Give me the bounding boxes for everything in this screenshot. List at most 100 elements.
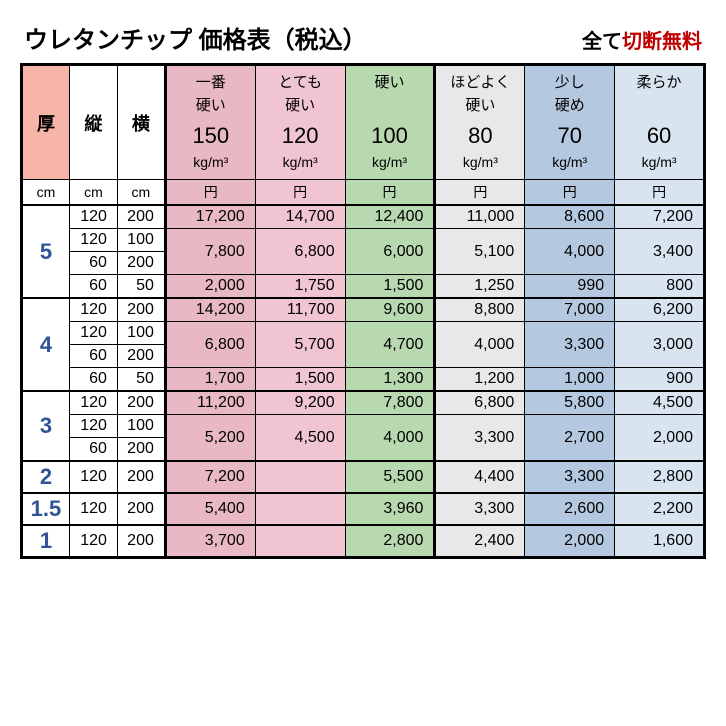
price-cell: 9,600: [345, 298, 435, 322]
price-cell: [255, 461, 345, 493]
price-cell: 5,500: [345, 461, 435, 493]
price-cell: 11,700: [255, 298, 345, 322]
price-cell: 3,300: [435, 415, 525, 462]
note-highlight: 切断無料: [622, 31, 702, 53]
price-cell: 7,800: [165, 229, 255, 275]
header: ウレタンチップ 価格表（税込） 全て切断無料: [20, 20, 706, 55]
hdr-product: 硬い 100kg/m³: [345, 65, 435, 180]
price-cell: 1,750: [255, 275, 345, 299]
width-cell: 50: [117, 275, 165, 299]
price-cell: 2,700: [525, 415, 615, 462]
thickness-cell: 1: [22, 525, 70, 558]
length-cell: 120: [69, 415, 117, 438]
hdr-length: 縦: [69, 65, 117, 180]
hdr-product: 一番硬い150kg/m³: [165, 65, 255, 180]
price-table: 厚縦横一番硬い150kg/m³とても硬い120kg/m³硬い 100kg/m³ほ…: [20, 63, 706, 559]
price-cell: 5,800: [525, 391, 615, 415]
width-cell: 200: [117, 298, 165, 322]
price-cell: 4,000: [525, 229, 615, 275]
price-cell: 2,400: [435, 525, 525, 558]
price-cell: 1,300: [345, 368, 435, 392]
unit-yen: 円: [165, 180, 255, 206]
unit-yen: 円: [345, 180, 435, 206]
width-cell: 100: [117, 415, 165, 438]
price-cell: 1,250: [435, 275, 525, 299]
price-cell: 5,200: [165, 415, 255, 462]
price-cell: 990: [525, 275, 615, 299]
price-cell: 2,000: [165, 275, 255, 299]
hdr-product: 柔らか 60kg/m³: [615, 65, 705, 180]
price-cell: 1,500: [345, 275, 435, 299]
price-cell: [255, 525, 345, 558]
length-cell: 60: [69, 252, 117, 275]
price-cell: 2,000: [615, 415, 705, 462]
width-cell: 100: [117, 229, 165, 252]
thickness-cell: 5: [22, 205, 70, 298]
thickness-cell: 1.5: [22, 493, 70, 525]
price-cell: 2,600: [525, 493, 615, 525]
width-cell: 100: [117, 322, 165, 345]
note-prefix: 全て: [582, 31, 622, 53]
price-cell: 1,700: [165, 368, 255, 392]
price-cell: 4,500: [615, 391, 705, 415]
unit-yen: 円: [255, 180, 345, 206]
width-cell: 200: [117, 461, 165, 493]
unit-cm: cm: [69, 180, 117, 206]
width-cell: 200: [117, 252, 165, 275]
price-cell: 3,700: [165, 525, 255, 558]
thickness-cell: 2: [22, 461, 70, 493]
price-cell: 14,200: [165, 298, 255, 322]
price-cell: 8,600: [525, 205, 615, 229]
hdr-thick: 厚: [22, 65, 70, 180]
hdr-product: 少し硬め70kg/m³: [525, 65, 615, 180]
price-cell: 1,600: [615, 525, 705, 558]
length-cell: 60: [69, 345, 117, 368]
price-cell: 7,200: [615, 205, 705, 229]
length-cell: 120: [69, 298, 117, 322]
length-cell: 120: [69, 205, 117, 229]
length-cell: 120: [69, 391, 117, 415]
price-cell: 17,200: [165, 205, 255, 229]
price-cell: 4,000: [435, 322, 525, 368]
price-cell: 4,000: [345, 415, 435, 462]
price-cell: 800: [615, 275, 705, 299]
price-cell: 1,500: [255, 368, 345, 392]
length-cell: 60: [69, 438, 117, 462]
price-cell: 2,000: [525, 525, 615, 558]
price-cell: 5,400: [165, 493, 255, 525]
price-cell: 6,800: [435, 391, 525, 415]
price-cell: 2,800: [345, 525, 435, 558]
unit-yen: 円: [435, 180, 525, 206]
unit-cm: cm: [117, 180, 165, 206]
unit-yen: 円: [615, 180, 705, 206]
price-cell: 8,800: [435, 298, 525, 322]
page-title: ウレタンチップ 価格表（税込）: [24, 20, 367, 55]
width-cell: 200: [117, 493, 165, 525]
length-cell: 120: [69, 229, 117, 252]
price-cell: 2,200: [615, 493, 705, 525]
length-cell: 120: [69, 322, 117, 345]
price-cell: 2,800: [615, 461, 705, 493]
price-cell: 6,200: [615, 298, 705, 322]
length-cell: 60: [69, 275, 117, 299]
price-cell: 14,700: [255, 205, 345, 229]
length-cell: 120: [69, 461, 117, 493]
price-cell: 7,800: [345, 391, 435, 415]
price-cell: 3,960: [345, 493, 435, 525]
price-cell: 12,400: [345, 205, 435, 229]
price-cell: 9,200: [255, 391, 345, 415]
price-cell: 900: [615, 368, 705, 392]
unit-yen: 円: [525, 180, 615, 206]
price-cell: 7,000: [525, 298, 615, 322]
price-cell: 5,100: [435, 229, 525, 275]
width-cell: 200: [117, 345, 165, 368]
price-cell: 6,800: [255, 229, 345, 275]
price-cell: 3,300: [435, 493, 525, 525]
hdr-product: とても硬い120kg/m³: [255, 65, 345, 180]
price-cell: 1,000: [525, 368, 615, 392]
price-cell: 6,800: [165, 322, 255, 368]
cutting-note: 全て切断無料: [582, 25, 702, 54]
hdr-product: ほどよく硬い80kg/m³: [435, 65, 525, 180]
price-cell: 6,000: [345, 229, 435, 275]
price-cell: 11,000: [435, 205, 525, 229]
